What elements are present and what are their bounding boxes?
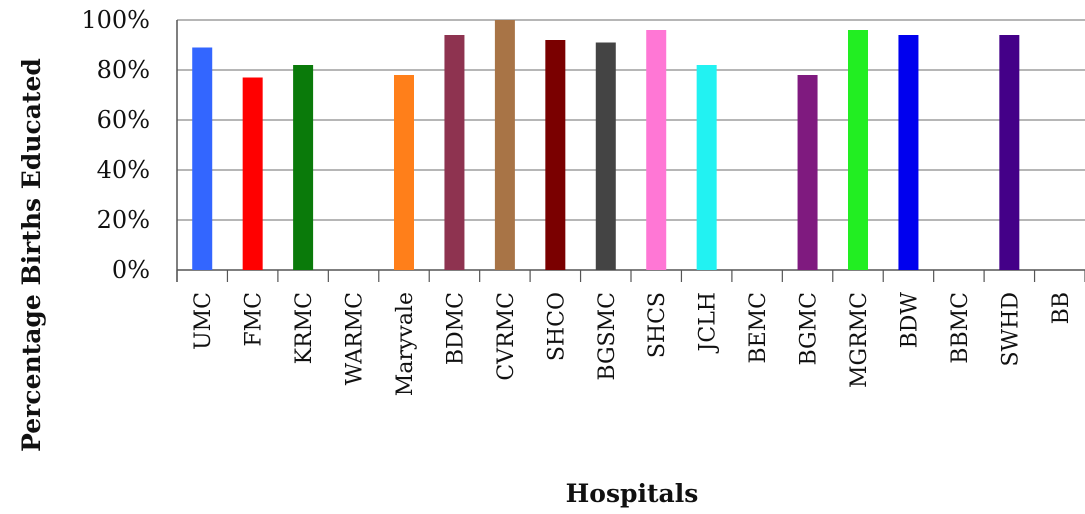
x-tick-label-bdmc: BDMC [443,292,468,365]
bar-krmc [293,65,314,270]
y-tick-label: 40% [97,156,150,184]
x-tick-label-bb: BB [1049,292,1074,324]
y-tick-label: 0% [112,256,150,284]
x-tick-label-bgsmc: BGSMC [595,292,620,381]
bar-shcs [646,30,667,270]
bar-fmc [242,77,263,270]
bar-bgmc [797,75,818,270]
bar-mgrmc [848,30,868,270]
x-tick-label-krmc: KRMC [292,292,317,364]
x-tick-label-shcs: SHCS [645,292,670,358]
x-tick-label-cvrmc: CVRMC [494,292,519,381]
x-tick-label-fmc: FMC [242,292,267,347]
bar-shco [545,40,566,270]
bar-bdw [898,35,919,270]
bar-umc [192,47,213,270]
x-tick-label-umc: UMC [191,292,216,350]
x-tick-label-bbmc: BBMC [948,292,973,364]
x-tick-label-bdw: BDW [897,292,922,349]
x-axis-title: Hospitals [566,479,699,508]
bar-bgsmc [595,42,616,270]
bar-maryvale [394,75,414,270]
x-tick-label-bgmc: BGMC [797,292,822,366]
bar-jclh [696,65,717,270]
x-tick-label-jclh: JCLH [696,292,721,353]
bar-bdmc [444,35,465,270]
y-tick-label: 20% [97,206,150,234]
bars [192,20,1020,270]
bar-swhd [999,35,1020,270]
y-axis-title: Percentage Births Educated [17,58,46,452]
bar-cvrmc [494,20,515,270]
x-tick-label-swhd: SWHD [998,292,1023,367]
gridlines [176,19,1085,282]
x-tick-labels: UMC FMC KRMC WARMC Maryvale BDMC CVRMC SHCO BGSM… [191,292,1074,397]
y-tick-label: 100% [81,6,150,34]
x-tick-label-warmc: WARMC [343,292,368,385]
x-tick-label-shco: SHCO [544,292,569,361]
y-tick-labels: 0% 20% 40% 60% 80% 100% [81,6,150,284]
y-tick-label: 80% [97,56,150,84]
x-tick-label-maryvale: Maryvale [393,292,418,396]
x-tick-label-bemc: BEMC [746,292,771,364]
y-tick-label: 60% [97,106,150,134]
x-tick-label-mgrmc: MGRMC [847,292,872,388]
